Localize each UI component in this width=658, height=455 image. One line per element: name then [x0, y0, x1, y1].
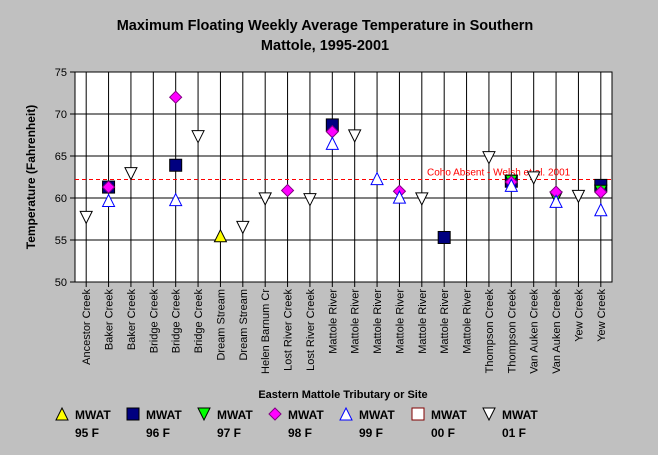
x-tick-label: Mattole River	[350, 289, 362, 354]
reference-line-label: Coho Absent - Welsh et al. 2001	[427, 168, 571, 179]
y-tick-label: 60	[55, 193, 67, 205]
x-tick-label: Thompson Creek	[484, 289, 496, 374]
x-tick-label: Baker Creek	[126, 289, 138, 351]
legend-marker-2	[197, 407, 211, 422]
chart-title-line-1: Maximum Floating Weekly Average Temperat…	[117, 18, 534, 34]
legend-label-top-6: MWAT	[502, 408, 538, 422]
data-point-series-1	[169, 158, 183, 172]
x-tick-label: Bridge Creek	[171, 289, 183, 354]
data-point-series-4	[392, 190, 407, 204]
x-axis-ticks: Ancestor Creek Baker Creek Baker Creek Brid…	[81, 282, 608, 374]
legend-label-bottom-3: 98 F	[288, 426, 312, 440]
legend-marker-3	[268, 407, 282, 421]
legend-marker-4	[339, 406, 353, 421]
data-point-series-6	[415, 192, 429, 206]
data-point-series-6	[79, 210, 93, 225]
y-tick-label: 50	[55, 277, 67, 289]
data-point-series-4	[370, 171, 384, 186]
legend: MWAT 95 F MWAT 96 F MWAT 97 F MWAT 98 F MWAT 99 F…	[55, 406, 538, 440]
data-points	[79, 90, 608, 244]
y-tick-label: 55	[55, 235, 67, 247]
x-tick-label: Dream Stream	[215, 289, 227, 361]
x-axis-label: Eastern Mattole Tributary or Site	[258, 389, 427, 401]
data-point-series-6	[236, 220, 250, 235]
x-tick-label: Ancestor Creek	[81, 289, 93, 365]
data-point-series-6	[303, 193, 317, 207]
legend-label-bottom-0: 95 F	[75, 426, 99, 440]
x-tick-label: Mattole River	[327, 289, 339, 354]
legend-label-bottom-4: 99 F	[359, 426, 383, 440]
y-axis-ticks: 50 55 60 65 70 75	[55, 67, 75, 289]
data-point-series-4	[504, 178, 519, 192]
y-tick-label: 65	[55, 151, 67, 163]
legend-label-top-1: MWAT	[146, 408, 182, 422]
legend-label-bottom-2: 97 F	[217, 426, 241, 440]
data-point-series-6	[258, 192, 272, 206]
y-tick-label: 70	[55, 109, 67, 121]
x-tick-label: Mattole River	[394, 289, 406, 354]
x-tick-label: Yew Creek	[596, 289, 608, 342]
legend-label-top-2: MWAT	[217, 408, 253, 422]
x-tick-label: Thompson Creek	[506, 289, 518, 374]
x-tick-label: Lost River Creek	[283, 289, 295, 371]
data-point-series-6	[571, 189, 586, 204]
x-tick-label: Lost River Creek	[305, 289, 317, 371]
x-tick-label: Mattole River	[439, 289, 451, 354]
data-point-series-3	[280, 183, 295, 198]
legend-label-bottom-1: 96 F	[146, 426, 170, 440]
y-axis-label: Temperature (Fahrenheit)	[24, 105, 38, 249]
legend-marker-5	[411, 407, 425, 421]
x-tick-label: Dream Stream	[238, 289, 250, 361]
y-tick-label: 75	[55, 67, 67, 79]
data-point-series-6	[191, 130, 205, 144]
data-point-series-4	[549, 194, 563, 208]
legend-label-top-0: MWAT	[75, 408, 111, 422]
x-tick-label: Mattole River	[372, 289, 384, 354]
data-point-series-1	[437, 230, 451, 244]
x-tick-label: Mattole River	[462, 289, 474, 354]
legend-marker-6	[482, 407, 496, 422]
data-point-series-3	[168, 90, 183, 104]
x-tick-label: Bridge Creek	[148, 289, 160, 354]
legend-label-top-3: MWAT	[288, 408, 324, 422]
x-tick-label: Mattole River	[417, 289, 429, 354]
x-tick-label: Helen Barnum Cr	[260, 289, 272, 374]
x-tick-label: Baker Creek	[104, 289, 116, 351]
x-tick-label: Bridge Creek	[193, 289, 205, 354]
data-point-series-6	[124, 167, 138, 181]
x-tick-label: Van Auken Creek	[551, 289, 563, 374]
data-point-series-4	[594, 202, 608, 217]
data-point-series-6	[347, 129, 362, 143]
data-point-series-3	[101, 180, 116, 194]
data-point-series-4	[168, 192, 183, 207]
legend-label-top-5: MWAT	[431, 408, 467, 422]
legend-label-bottom-5: 00 F	[431, 426, 455, 440]
legend-label-top-4: MWAT	[359, 408, 395, 422]
data-point-series-3	[594, 185, 608, 199]
legend-label-bottom-6: 01 F	[502, 426, 526, 440]
x-tick-label: Yew Creek	[573, 289, 585, 342]
plot-area	[74, 71, 613, 283]
data-point-series-6	[482, 151, 496, 165]
data-point-series-0	[213, 228, 228, 243]
data-point-series-4	[101, 193, 116, 208]
data-point-series-6	[526, 171, 541, 185]
legend-marker-1	[126, 407, 140, 421]
legend-marker-0	[55, 406, 69, 421]
data-point-series-4	[325, 136, 340, 150]
chart-title-line-2: Mattole, 1995-2001	[261, 38, 389, 54]
x-tick-label: Van Auken Creek	[529, 289, 541, 374]
